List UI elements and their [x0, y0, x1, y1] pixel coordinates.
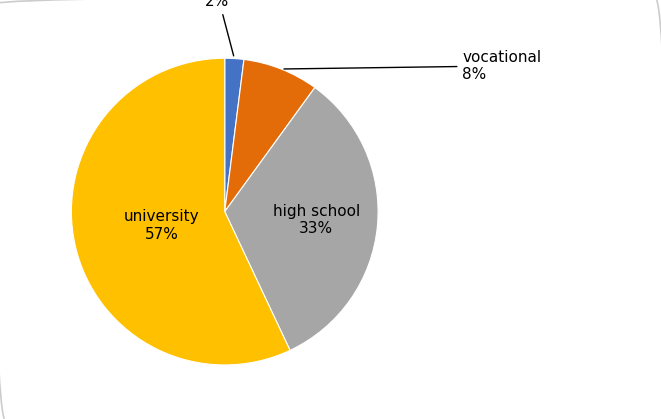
Wedge shape [225, 59, 315, 212]
Text: high school
33%: high school 33% [273, 204, 360, 236]
Wedge shape [225, 58, 244, 212]
Wedge shape [71, 58, 290, 365]
Text: vocational
8%: vocational 8% [284, 50, 541, 82]
Text: university
57%: university 57% [124, 210, 200, 242]
Wedge shape [225, 88, 378, 350]
Text: 10 grades
2%: 10 grades 2% [178, 0, 256, 56]
